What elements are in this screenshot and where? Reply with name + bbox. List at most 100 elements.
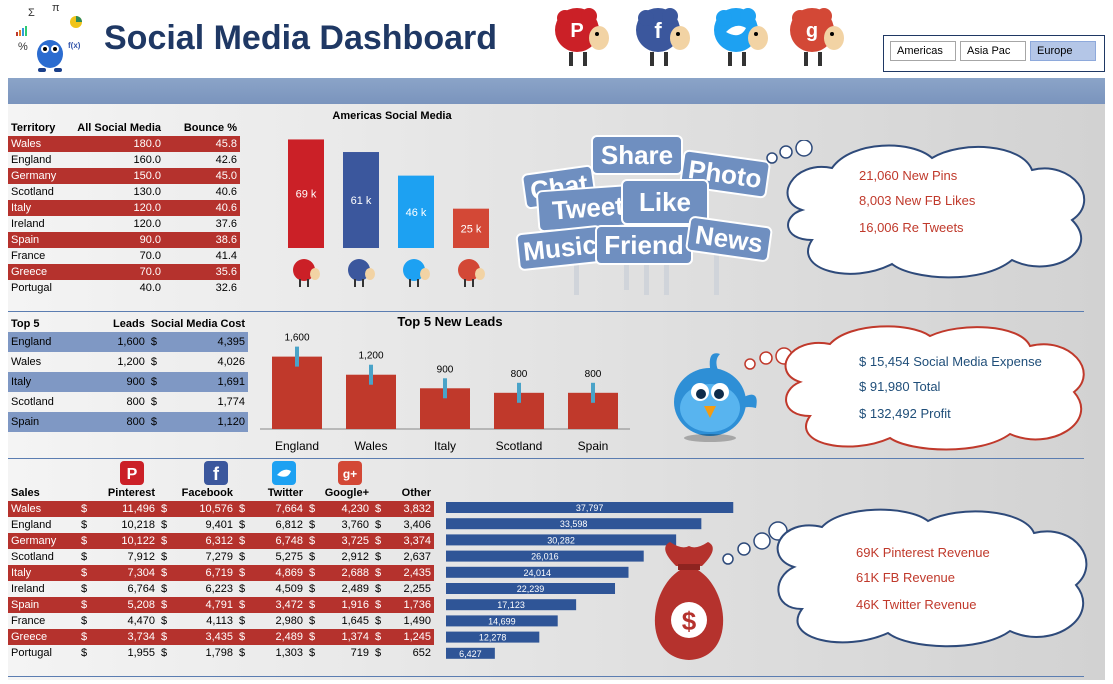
currency-symbol: $ (372, 629, 386, 645)
currency-symbol: $ (150, 356, 157, 368)
top5-row: Italy 900 $1,691 (8, 372, 248, 392)
cloud1-line1: 21,060 New Pins (859, 168, 958, 183)
currency-symbol: $ (375, 647, 382, 659)
top5-leads-chart: 1,600 England 1,200 Wales 900 Italy 800 Scotlan… (260, 333, 630, 453)
leads-value: 800 (81, 412, 148, 432)
share-sign: Photo (679, 149, 771, 199)
leads-value: 800 (126, 396, 145, 408)
all-social-header: All Social Media (77, 122, 161, 134)
twitter-value: 1,303 (275, 647, 303, 659)
googleplus-value: 2,912 (341, 551, 369, 563)
leads-error-bar (517, 382, 521, 403)
tab-europe[interactable]: Europe (1030, 41, 1096, 61)
cloud3-line1: 69K Pinterest Revenue (856, 545, 990, 560)
facebook-header: Facebook (181, 487, 233, 499)
sales-row: Portugal $1,955 $1,798 $1,303 $719 $652 (8, 645, 434, 661)
americas-bar-label: 61 k (351, 195, 372, 207)
cloud2-line2: $ 91,980 Total (859, 379, 941, 394)
territory-name: Portugal (11, 282, 52, 294)
leads-category-label: Wales (355, 439, 388, 453)
bounce-value: 40.6 (215, 186, 237, 198)
sales-total-label: 14,699 (488, 616, 516, 626)
currency-symbol: $ (161, 615, 168, 627)
currency-symbol: $ (161, 551, 168, 563)
territory-row: Spain 90.0 38.6 (8, 232, 240, 248)
currency-symbol: $ (78, 533, 92, 549)
sales-total-bar (446, 566, 629, 578)
pinterest-value: 11,496 (92, 501, 158, 517)
leads-bar-label: 1,200 (358, 351, 383, 362)
googleplus-value: 4,230 (320, 501, 372, 517)
sales-country: Greece (8, 629, 78, 645)
pinterest-value: 10,218 (121, 519, 155, 531)
currency-symbol: $ (150, 396, 157, 408)
territory-name: Spain (8, 232, 72, 248)
svg-text:P: P (127, 466, 138, 483)
facebook-value: 7,279 (205, 551, 233, 563)
territory-name: Scotland (11, 186, 54, 198)
currency-symbol: $ (158, 501, 172, 517)
territory-row: France 70.0 41.4 (8, 248, 240, 264)
other-value: 3,374 (386, 533, 434, 549)
top5-row: Wales 1,200 $4,026 (8, 352, 248, 372)
top5-row: England 1,600 $4,395 (8, 332, 248, 352)
other-value: 2,435 (386, 565, 434, 581)
sales-row: Scotland $7,912 $7,279 $5,275 $2,912 $2,637 (8, 549, 434, 565)
tab-americas[interactable]: Americas (890, 41, 956, 61)
currency-symbol: $ (161, 519, 168, 531)
cloud1-line2: 8,003 New FB Likes (859, 193, 976, 208)
territory-row: Greece 70.0 35.6 (8, 264, 240, 280)
page-title: Social Media Dashboard (104, 19, 497, 57)
americas-social-chart: 69 k 61 k 46 k 25 k (288, 139, 489, 287)
twitter-value: 4,869 (250, 565, 306, 581)
territory-table: Territory All Social Media Bounce % Wale… (8, 120, 240, 296)
currency-symbol: $ (239, 615, 246, 627)
all-social-value: 90.0 (72, 232, 164, 248)
twitter-value: 3,472 (250, 597, 306, 613)
all-social-value: 180.0 (72, 136, 164, 152)
currency-symbol: $ (158, 597, 172, 613)
currency-symbol: $ (161, 583, 168, 595)
sales-total-label: 33,598 (560, 519, 588, 529)
sales-table: Sales Pinterest Facebook Twitter Google+… (8, 485, 434, 661)
other-header: Other (401, 487, 431, 499)
sales-country: England (11, 519, 52, 531)
sales-total-bar (446, 534, 677, 546)
cloud2-line3: $ 132,492 Profit (859, 406, 951, 421)
currency-symbol: $ (306, 597, 320, 613)
facebook-value: 1,798 (205, 647, 233, 659)
googleplus-value: 3,760 (341, 519, 369, 531)
currency-symbol: $ (81, 647, 88, 659)
sales-country: Germany (8, 533, 78, 549)
currency-symbol: $ (372, 501, 386, 517)
sales-total-bar (446, 647, 495, 659)
section-divider (8, 676, 1084, 677)
currency-symbol: $ (158, 533, 172, 549)
sales-total-bar (446, 518, 702, 530)
sales-total-bar (446, 631, 540, 643)
share-sign-word: Like (639, 187, 691, 217)
all-social-value: 150.0 (72, 168, 164, 184)
leads-bar (272, 356, 322, 429)
territory-row: England 160.0 42.6 (8, 152, 240, 168)
territory-row: Ireland 120.0 37.6 (8, 216, 240, 232)
currency-symbol: $ (375, 551, 382, 563)
money-bag-icon: $ (654, 542, 724, 660)
leads-bar-label: 800 (585, 369, 602, 380)
twitter-header: Twitter (267, 487, 303, 499)
bounce-value: 41.4 (215, 250, 237, 262)
currency-symbol: $ (161, 647, 168, 659)
leads-header: Leads (113, 318, 145, 330)
pi-symbol: π (52, 2, 60, 14)
bounce-header: Bounce % (183, 122, 237, 134)
facebook-sheep-icon: f (636, 8, 690, 66)
currency-symbol: $ (236, 533, 250, 549)
cloud2-line1: $ 15,454 Social Media Expense (859, 354, 1042, 369)
currency-symbol: $ (81, 583, 88, 595)
pinterest-sheep-mini-icon (293, 259, 320, 287)
sales-total-label: 24,014 (523, 568, 551, 578)
tab-asia-pac[interactable]: Asia Pac (960, 41, 1026, 61)
americas-bar-label: 69 k (296, 189, 317, 201)
other-value: 652 (412, 647, 431, 659)
twitter-value: 7,664 (250, 501, 306, 517)
